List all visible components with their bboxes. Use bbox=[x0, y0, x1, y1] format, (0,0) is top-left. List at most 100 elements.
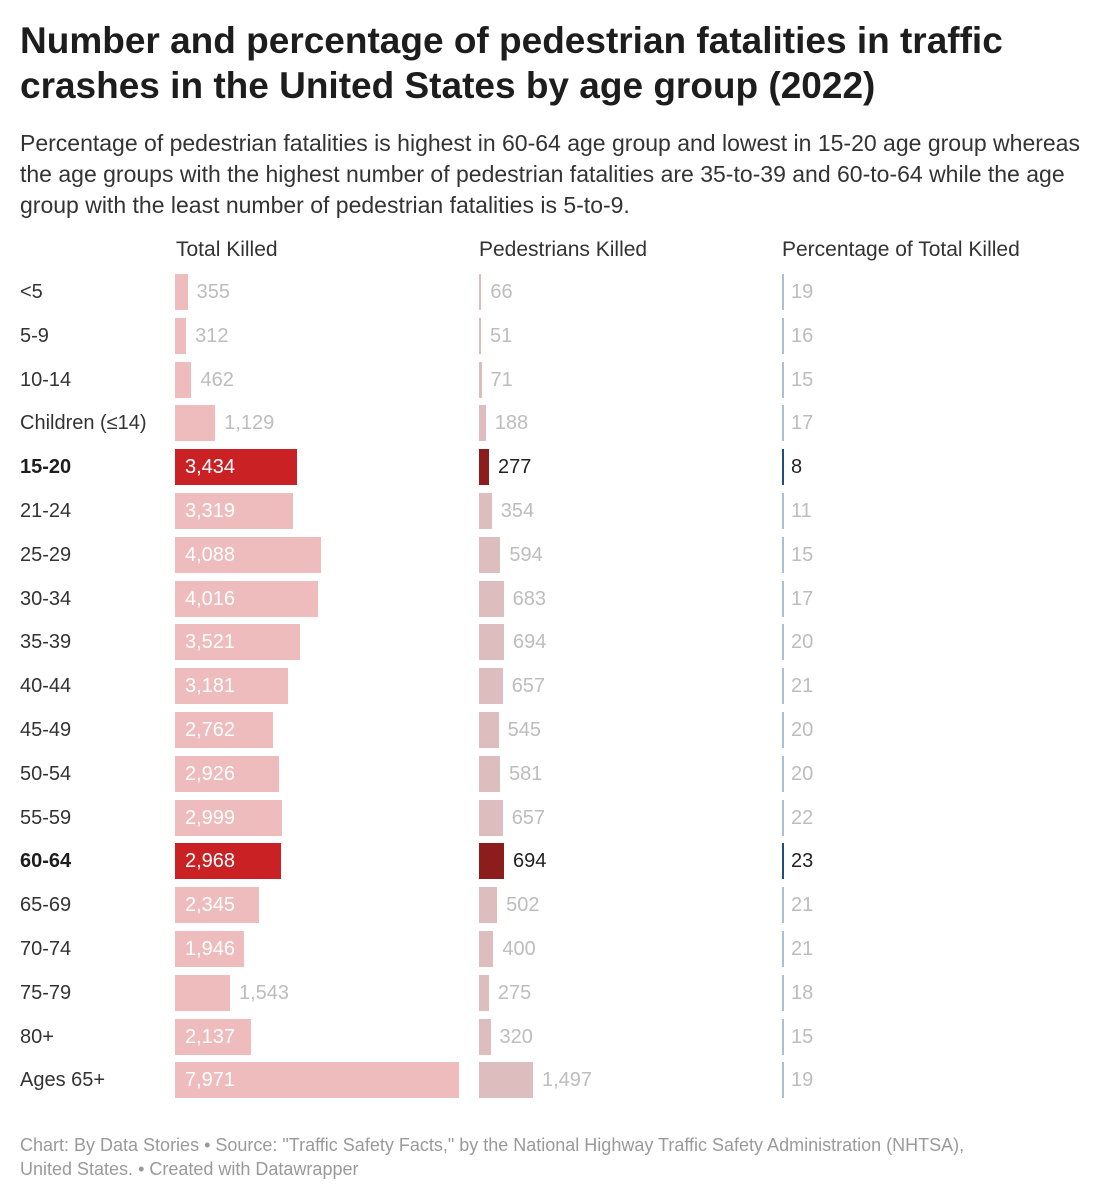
total-killed-bar bbox=[175, 1062, 459, 1099]
percentage-marker bbox=[782, 843, 784, 880]
percentage-marker bbox=[782, 493, 784, 529]
row-label: Children (≤14) bbox=[20, 412, 147, 435]
row-label: <5 bbox=[20, 281, 43, 303]
pedestrians-killed-value: 694 bbox=[513, 850, 547, 873]
percentage-marker bbox=[782, 274, 784, 310]
pedestrians-killed-value: 277 bbox=[497, 456, 532, 479]
row-label: 15-20 bbox=[20, 456, 72, 479]
row-label: 55-59 bbox=[20, 806, 72, 829]
row-label: 50-54 bbox=[20, 762, 72, 785]
total-killed-bar bbox=[175, 274, 188, 310]
row-label: 65-69 bbox=[20, 894, 72, 917]
percentage-value: 11 bbox=[791, 500, 812, 522]
pedestrians-killed-value: 400 bbox=[502, 938, 536, 960]
percentage-value: 21 bbox=[791, 675, 814, 698]
pedestrians-killed-bar bbox=[479, 536, 501, 573]
row-label: 45-49 bbox=[20, 719, 72, 741]
total-killed-value: 3,521 bbox=[185, 631, 236, 654]
percentage-marker bbox=[782, 1018, 784, 1055]
total-killed-bar bbox=[175, 887, 259, 924]
percentage-marker bbox=[782, 668, 784, 705]
pedestrians-killed-bar bbox=[479, 1062, 533, 1099]
percentage-value: 15 bbox=[791, 1025, 814, 1048]
percentage-marker bbox=[782, 317, 784, 354]
pedestrians-killed-bar bbox=[479, 712, 499, 748]
pedestrians-killed-bar bbox=[479, 843, 505, 880]
total-killed-bar bbox=[175, 405, 216, 442]
percentage-marker bbox=[782, 799, 784, 836]
pedestrians-killed-bar bbox=[479, 799, 503, 836]
total-killed-bar bbox=[175, 1018, 252, 1055]
percentage-value: 19 bbox=[791, 1069, 814, 1092]
percentage-marker bbox=[782, 361, 784, 398]
percentage-marker bbox=[782, 580, 784, 617]
pedestrians-killed-bar bbox=[479, 274, 482, 310]
total-killed-bar bbox=[175, 843, 281, 880]
percentage-value: 20 bbox=[791, 762, 814, 785]
total-killed-value: 3,434 bbox=[185, 456, 236, 479]
percentage-value: 21 bbox=[791, 938, 814, 960]
pedestrians-killed-value: 657 bbox=[511, 806, 546, 829]
row-label: 21-24 bbox=[20, 500, 72, 522]
row-label: 70-74 bbox=[20, 938, 72, 960]
chart-footer: Chart: By Data Stories • Source: "Traffi… bbox=[20, 1133, 1080, 1181]
total-killed-bar bbox=[175, 317, 187, 354]
total-killed-value: 7,971 bbox=[185, 1069, 236, 1092]
total-killed-value: 4,016 bbox=[185, 587, 236, 610]
chart-title: Number and percentage of pedestrian fata… bbox=[20, 20, 1003, 106]
pedestrians-killed-value: 71 bbox=[490, 368, 513, 391]
total-killed-value: 2,926 bbox=[185, 762, 236, 785]
pedestrians-killed-value: 275 bbox=[497, 981, 532, 1004]
pedestrians-killed-value: 66 bbox=[490, 281, 513, 303]
pedestrians-killed-value: 320 bbox=[499, 1025, 533, 1048]
percentage-marker bbox=[782, 887, 784, 924]
pedestrians-killed-bar bbox=[479, 668, 503, 705]
percentage-marker bbox=[782, 931, 784, 967]
pedestrians-killed-bar bbox=[479, 449, 489, 486]
pedestrians-killed-bar bbox=[479, 974, 489, 1011]
percentage-value: 17 bbox=[791, 587, 814, 610]
total-killed-bar bbox=[175, 449, 298, 486]
pedestrians-killed-value: 683 bbox=[512, 587, 546, 610]
row-label: 5-9 bbox=[20, 324, 49, 347]
percentage-value: 15 bbox=[791, 543, 814, 566]
row-label: 10-14 bbox=[20, 368, 72, 391]
pedestrians-killed-bar bbox=[479, 931, 494, 967]
pedestrians-killed-value: 354 bbox=[500, 500, 535, 522]
row-label: 30-34 bbox=[20, 587, 72, 610]
total-killed-bar bbox=[175, 668, 289, 705]
percentage-marker bbox=[782, 624, 784, 661]
percentage-value: 17 bbox=[791, 412, 814, 435]
total-killed-bar bbox=[175, 493, 294, 529]
footer-source-line: Chart: By Data Stories • Source: "Traffi… bbox=[20, 1135, 965, 1155]
total-killed-value: 4,088 bbox=[185, 543, 236, 566]
pedestrians-killed-value: 188 bbox=[494, 412, 529, 435]
total-killed-bar bbox=[175, 755, 280, 792]
total-killed-bar bbox=[175, 799, 282, 836]
total-killed-bar bbox=[175, 361, 192, 398]
pedestrians-killed-bar bbox=[479, 317, 481, 354]
total-killed-value: 355 bbox=[196, 281, 231, 303]
chart-subtitle: Percentage of pedestrian fatalities is h… bbox=[20, 130, 1080, 218]
total-killed-bar bbox=[175, 580, 319, 617]
pedestrians-killed-value: 502 bbox=[506, 894, 540, 917]
row-label: 80+ bbox=[20, 1025, 54, 1048]
total-killed-value: 2,345 bbox=[185, 894, 236, 917]
pedestrians-killed-bar bbox=[479, 1018, 491, 1055]
percentage-marker bbox=[782, 712, 784, 748]
pedestrians-killed-bar bbox=[479, 887, 498, 924]
percentage-marker bbox=[782, 1062, 784, 1099]
pedestrians-killed-value: 694 bbox=[513, 631, 547, 654]
total-killed-bar bbox=[175, 712, 274, 748]
pedestrians-killed-value: 581 bbox=[508, 762, 543, 785]
percentage-marker bbox=[782, 449, 784, 486]
percentage-value: 23 bbox=[791, 850, 814, 873]
total-killed-value: 2,968 bbox=[185, 850, 236, 873]
percentage-value: 18 bbox=[791, 981, 814, 1004]
total-killed-value: 1,129 bbox=[224, 412, 275, 435]
footer-credit-line: United States. • Created with Datawrappe… bbox=[20, 1159, 359, 1179]
percentage-marker bbox=[782, 405, 784, 442]
pedestrians-killed-value: 51 bbox=[490, 324, 513, 347]
total-killed-value: 3,181 bbox=[185, 675, 236, 698]
